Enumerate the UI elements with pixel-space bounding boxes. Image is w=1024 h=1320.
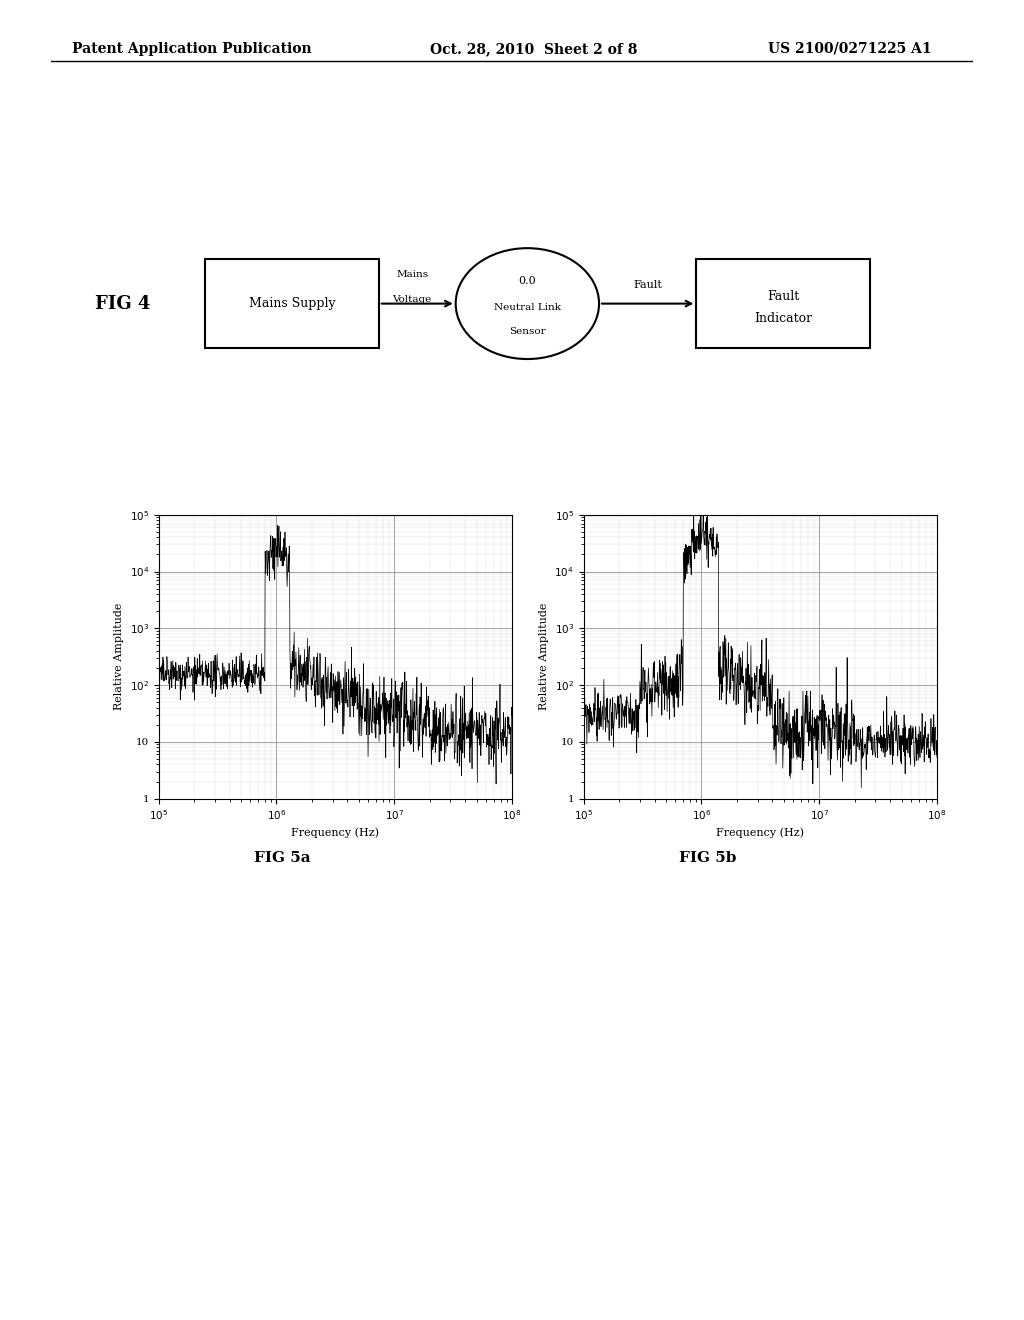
- Text: FIG 5b: FIG 5b: [679, 851, 736, 865]
- Text: FIG 5a: FIG 5a: [254, 851, 310, 865]
- Text: Mains Supply: Mains Supply: [249, 297, 335, 310]
- FancyBboxPatch shape: [696, 259, 870, 348]
- X-axis label: Frequency (Hz): Frequency (Hz): [292, 828, 379, 838]
- X-axis label: Frequency (Hz): Frequency (Hz): [717, 828, 804, 838]
- Text: Neutral Link: Neutral Link: [494, 302, 561, 312]
- Text: 0.0: 0.0: [518, 276, 537, 286]
- Ellipse shape: [456, 248, 599, 359]
- Text: Mains: Mains: [396, 269, 428, 279]
- Y-axis label: Relative Amplitude: Relative Amplitude: [114, 603, 124, 710]
- Text: FIG 4: FIG 4: [95, 294, 151, 313]
- Text: Fault: Fault: [767, 289, 800, 302]
- FancyBboxPatch shape: [205, 259, 379, 348]
- Text: Fault: Fault: [633, 280, 663, 290]
- Y-axis label: Relative Amplitude: Relative Amplitude: [539, 603, 549, 710]
- Text: Patent Application Publication: Patent Application Publication: [72, 42, 311, 55]
- Text: Voltage: Voltage: [392, 296, 432, 305]
- Text: Indicator: Indicator: [755, 312, 812, 325]
- Text: Sensor: Sensor: [509, 327, 546, 337]
- Text: US 2100/0271225 A1: US 2100/0271225 A1: [768, 42, 932, 55]
- Text: Oct. 28, 2010  Sheet 2 of 8: Oct. 28, 2010 Sheet 2 of 8: [430, 42, 638, 55]
